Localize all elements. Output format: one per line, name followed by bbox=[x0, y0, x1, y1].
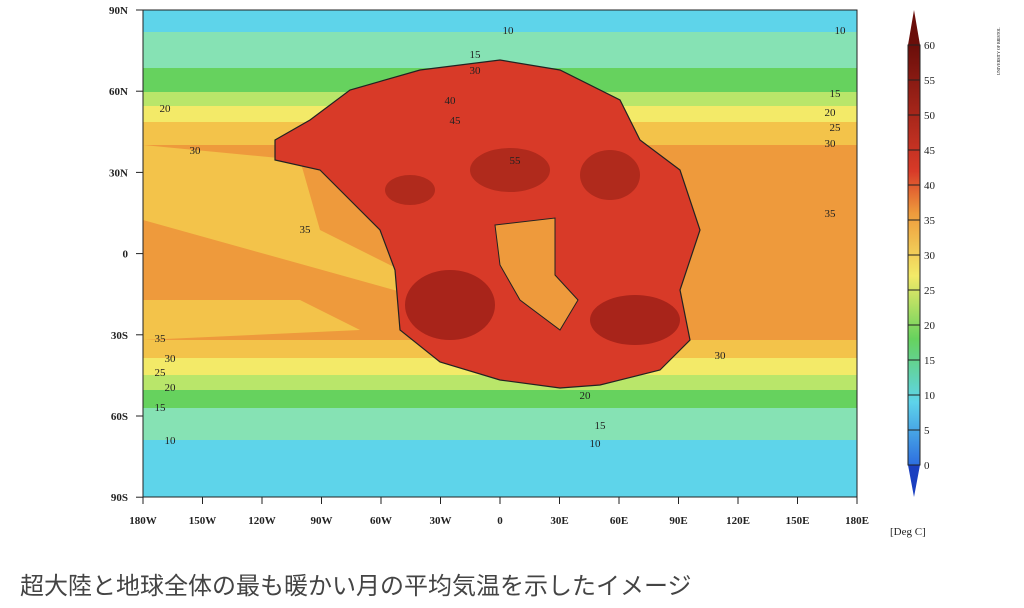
lat-label: 90S bbox=[111, 492, 128, 504]
contour-label: 35 bbox=[155, 333, 167, 345]
lon-label: 60E bbox=[610, 515, 628, 527]
colorbar-label: 40 bbox=[924, 180, 936, 192]
colorbar-label: 25 bbox=[924, 285, 936, 297]
colorbar-label: 15 bbox=[924, 355, 936, 367]
lon-label: 120E bbox=[726, 515, 750, 527]
contour-label: 20 bbox=[160, 103, 172, 115]
contour-label: 20 bbox=[580, 390, 592, 402]
lon-label: 180W bbox=[129, 515, 157, 527]
contour-label: 15 bbox=[470, 49, 482, 61]
contour-label: 15 bbox=[155, 402, 167, 414]
contour-label: 30 bbox=[470, 65, 482, 77]
lon-label: 90E bbox=[669, 515, 687, 527]
lat-label: 30S bbox=[111, 330, 128, 342]
lon-label: 120W bbox=[248, 515, 276, 527]
lon-label: 90W bbox=[311, 515, 333, 527]
colorbar-unit: [Deg C] bbox=[890, 526, 926, 538]
colorbar-label: 30 bbox=[924, 250, 936, 262]
contour-label: 15 bbox=[595, 420, 607, 432]
credit: UNIVERSITY OF BRISTOL bbox=[996, 27, 1001, 75]
colorbar-label: 5 bbox=[924, 425, 930, 437]
temperature-field bbox=[143, 10, 857, 497]
contour-label: 30 bbox=[165, 353, 177, 365]
lon-label: 150W bbox=[189, 515, 217, 527]
contour-label: 30 bbox=[825, 138, 837, 150]
lat-label: 0 bbox=[123, 249, 129, 261]
contour-label: 10 bbox=[503, 25, 515, 37]
colorbar-label: 10 bbox=[924, 390, 936, 402]
lon-label: 0 bbox=[497, 515, 503, 527]
contour-label: 10 bbox=[835, 25, 847, 37]
lon-label: 30E bbox=[550, 515, 568, 527]
contour-label: 30 bbox=[715, 350, 727, 362]
lat-label: 90N bbox=[109, 5, 128, 17]
contour-label: 10 bbox=[165, 435, 177, 447]
contour-label: 15 bbox=[830, 88, 842, 100]
colorbar-label: 50 bbox=[924, 110, 936, 122]
lat-label: 60S bbox=[111, 411, 128, 423]
colorbar-label: 55 bbox=[924, 75, 936, 87]
lon-label: 180E bbox=[845, 515, 869, 527]
colorbar-top bbox=[908, 10, 920, 45]
lon-label: 60W bbox=[370, 515, 392, 527]
contour-label: 30 bbox=[190, 145, 202, 157]
colorbar-label: 60 bbox=[924, 40, 936, 52]
lat-label: 60N bbox=[109, 86, 128, 98]
colorbar-label: 45 bbox=[924, 145, 936, 157]
contour-label: 35 bbox=[825, 208, 837, 220]
contour-label: 25 bbox=[155, 367, 167, 379]
contour-label: 40 bbox=[445, 95, 457, 107]
contour-label: 10 bbox=[590, 438, 602, 450]
caption: 超大陸と地球全体の最も暖かい月の平均気温を示したイメージ bbox=[20, 572, 692, 600]
contour-label: 35 bbox=[300, 224, 312, 236]
contour-label: 20 bbox=[165, 382, 177, 394]
climate-map: [Deg C] UNIVERSITY OF BRISTOL 90N 60N 30N 0… bbox=[109, 5, 1001, 538]
colorbar-label: 20 bbox=[924, 320, 936, 332]
contour-label: 25 bbox=[830, 122, 842, 134]
lat-label: 30N bbox=[109, 167, 128, 179]
lon-label: 150E bbox=[786, 515, 810, 527]
contour-label: 20 bbox=[825, 107, 837, 119]
colorbar-label: 35 bbox=[924, 215, 936, 227]
colorbar-label: 0 bbox=[924, 460, 930, 472]
contour-label: 55 bbox=[510, 155, 522, 167]
colorbar-bottom bbox=[908, 465, 920, 497]
contour-label: 45 bbox=[450, 115, 462, 127]
lon-label: 30W bbox=[430, 515, 452, 527]
